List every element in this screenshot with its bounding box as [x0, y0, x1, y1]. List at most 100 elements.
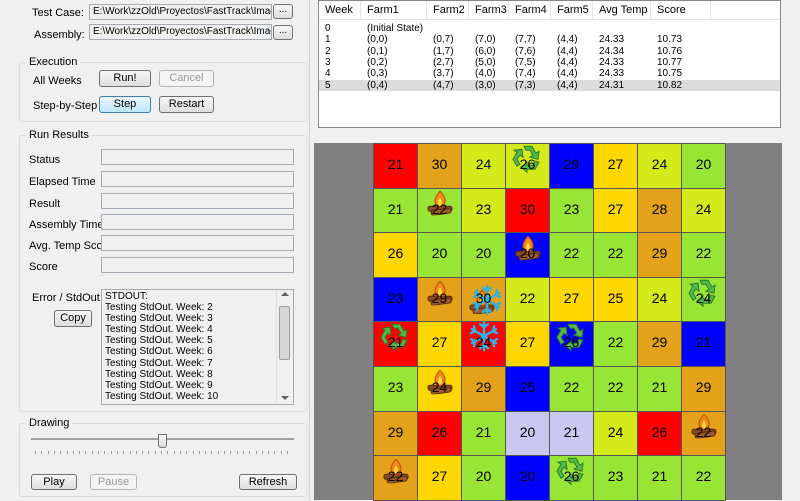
grid-cell: 27	[549, 276, 594, 323]
slider-thumb[interactable]	[158, 434, 167, 448]
test-case-field[interactable]: E:\Work\zzOld\Proyectos\FastTrack\Imagin	[89, 4, 272, 20]
grid-cell-value: 29	[475, 379, 492, 395]
grid-cell-value: 29	[695, 379, 712, 395]
grid-cell-value: 24	[695, 289, 712, 306]
pause-button[interactable]: Pause	[90, 474, 137, 490]
score-label: Score	[29, 261, 58, 273]
table-cell: (7,6)	[515, 45, 536, 57]
assembly-time-field	[101, 214, 294, 230]
grid-cell: 20	[505, 410, 550, 457]
grid-cell: 26	[549, 321, 594, 367]
table-row[interactable]: 0 (Initial State)	[319, 23, 780, 34]
speed-slider[interactable]	[31, 434, 294, 458]
table-cell: (4,4)	[557, 45, 578, 57]
grid-cell: 29	[637, 321, 682, 367]
table-cell: (5,0)	[475, 56, 496, 68]
grid-cell: 27	[417, 321, 462, 367]
grid-cell-value: 26	[519, 156, 536, 172]
slider-ticks	[31, 451, 294, 454]
grid-cell: 21	[461, 410, 506, 457]
stdout-line: Testing StdOut. Week: 5	[105, 335, 213, 347]
grid-cell-value: 21	[651, 468, 668, 485]
column-header[interactable]: Farm5	[551, 1, 593, 19]
scroll-thumb[interactable]	[279, 306, 290, 360]
table-cell: (7,5)	[515, 56, 536, 68]
table-cell: (2,7)	[433, 56, 454, 68]
cancel-button[interactable]: Cancel	[159, 70, 214, 87]
table-row[interactable]: 5 (0,4) (4,7) (3,0) (7,3) (4,4) 24.31 10.82	[319, 79, 780, 91]
stdout-scrollbar[interactable]	[276, 290, 293, 404]
slider-tick	[35, 451, 36, 454]
grid-cell-value: 22	[387, 468, 404, 485]
column-header[interactable]: Farm2	[427, 1, 469, 19]
grid-cell: 30	[417, 143, 462, 189]
grid-cell-value: 20	[519, 468, 536, 485]
assembly-browse-button[interactable]: ...	[273, 25, 293, 40]
splitter[interactable]	[309, 0, 310, 500]
column-header[interactable]: Avg Temp	[593, 1, 651, 19]
grid-cell-value: 21	[387, 200, 404, 217]
slider-tick	[261, 451, 263, 454]
drawing-title: Drawing	[26, 417, 73, 430]
stdout-lines: STDOUT: Testing StdOut. Week: 2 Testing St…	[102, 290, 293, 402]
grid-cell-value: 21	[387, 334, 404, 351]
slider-tick	[72, 451, 74, 454]
grid-cell: 27	[593, 143, 638, 189]
table-cell: 24.33	[599, 34, 625, 46]
slider-tick	[85, 451, 87, 454]
grid-cell: 30	[505, 187, 550, 234]
copy-button[interactable]: Copy	[54, 310, 92, 327]
stdout-line: Testing StdOut. Week: 7	[105, 357, 213, 369]
grid-cell-value: 21	[695, 334, 712, 351]
table-row[interactable]: 4 (0,3) (3,7) (4,0) (7,4) (4,4) 24.33 10.75	[319, 68, 780, 79]
column-header[interactable]: Farm1	[361, 1, 427, 19]
scroll-up-arrow-icon[interactable]	[281, 292, 289, 296]
grid-cell-value: 26	[563, 334, 580, 351]
table-cell: 24.33	[599, 56, 625, 68]
farm-grid: 21 30 24 26 29 27 24 20 21 22 23 30 23 27 28 24 26 20 20 20…	[373, 143, 726, 501]
execution-group: Execution	[19, 56, 307, 122]
table-cell: (4,0)	[475, 68, 496, 80]
slider-tick	[47, 451, 49, 454]
table-row[interactable]: 3 (0,2) (2,7) (5,0) (7,5) (4,4) 24.33 10.77	[319, 57, 780, 68]
run-button[interactable]: Run!	[99, 70, 151, 87]
column-header[interactable]: Week	[319, 1, 361, 19]
grid-cell: 24	[681, 187, 726, 234]
table-header: Week Farm1 Farm2 Farm3 Farm4 Farm5 Avg Temp Sco…	[319, 1, 780, 20]
run-results-group: Run Results	[19, 129, 307, 412]
grid-cell: 23	[373, 276, 418, 323]
all-weeks-label: All Weeks	[33, 75, 82, 87]
restart-button[interactable]: Restart	[159, 96, 214, 113]
stdout-line: Testing StdOut. Week: 8	[105, 368, 213, 380]
play-button[interactable]: Play	[31, 474, 77, 490]
table-row[interactable]: 1 (0,0) (0,7) (7,0) (7,7) (4,4) 24.33 10.73	[319, 34, 780, 45]
grid-cell: 22	[593, 232, 638, 278]
table-cell: 10.76	[657, 45, 683, 57]
grid-cell-value: 24	[651, 156, 668, 172]
slider-tick	[104, 451, 106, 454]
stdout-textbox[interactable]: STDOUT: Testing StdOut. Week: 2 Testing St…	[101, 289, 294, 405]
grid-cell: 23	[461, 187, 506, 234]
error-stdout-label: Error / StdOut	[32, 292, 100, 304]
table-row[interactable]: 2 (0,1) (1,7) (6,0) (7,6) (4,4) 24.34 10.76	[319, 46, 780, 57]
grid-cell-value: 27	[519, 334, 536, 351]
refresh-button[interactable]: Refresh	[239, 474, 297, 490]
assembly-field[interactable]: E:\Work\zzOld\Proyectos\FastTrack\Imagin	[89, 24, 272, 40]
test-case-browse-button[interactable]: ...	[273, 4, 293, 19]
column-header[interactable]: Farm4	[509, 1, 551, 19]
slider-tick	[129, 451, 131, 454]
scroll-down-arrow-icon[interactable]	[281, 396, 289, 400]
grid-cell: 22	[681, 410, 726, 457]
grid-cell: 22	[593, 321, 638, 367]
column-header[interactable]: Farm3	[469, 1, 509, 19]
grid-cell: 28	[637, 187, 682, 234]
step-button[interactable]: Step	[99, 96, 151, 113]
grid-cell-value: 29	[387, 423, 404, 440]
slider-tick	[161, 451, 162, 454]
grid-cell: 29	[461, 366, 506, 412]
slider-tick	[287, 451, 288, 454]
slider-tick	[79, 451, 81, 454]
grid-cell-value: 29	[651, 245, 668, 262]
results-table[interactable]: Week Farm1 Farm2 Farm3 Farm4 Farm5 Avg Temp Sco…	[318, 0, 781, 128]
column-header[interactable]: Score	[651, 1, 711, 19]
